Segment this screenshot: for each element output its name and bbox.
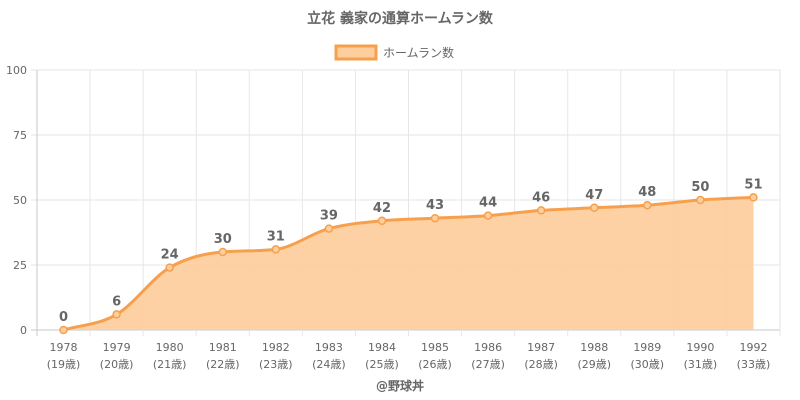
data-label: 47 <box>585 188 603 203</box>
y-axis: 0 25 50 75 100 <box>6 64 27 337</box>
x-tick-age-label: (24歳) <box>312 358 346 371</box>
x-tick-label: 1984 <box>368 341 396 354</box>
legend-label: ホームラン数 <box>383 45 454 60</box>
x-tick-label: 1981 <box>209 341 237 354</box>
data-point <box>271 245 281 254</box>
x-tick-label: 1986 <box>474 341 502 354</box>
x-tick-label: 1985 <box>421 341 449 354</box>
data-label: 51 <box>744 177 762 192</box>
data-point <box>165 263 174 272</box>
data-point <box>749 193 758 202</box>
x-tick-age-label: (25歳) <box>365 358 399 371</box>
x-tick-label: 1983 <box>315 341 343 354</box>
x-tick-age-label: (20歳) <box>100 358 134 371</box>
x-tick-age-label: (23歳) <box>259 358 293 371</box>
data-point <box>59 325 68 335</box>
data-point <box>643 200 652 210</box>
x-tick-age-label: (28歳) <box>524 358 558 371</box>
x-tick-label: 1982 <box>262 341 290 354</box>
data-point <box>324 224 334 233</box>
y-tick-label: 50 <box>13 194 27 207</box>
y-tick-label: 75 <box>13 129 27 142</box>
data-point <box>696 195 705 205</box>
data-points <box>59 193 758 335</box>
data-label: 30 <box>214 232 232 247</box>
data-point <box>483 211 493 220</box>
data-label: 39 <box>320 209 338 224</box>
x-tick-age-label: (31歳) <box>684 358 718 371</box>
x-tick-age-label: (26歳) <box>418 358 452 371</box>
x-tick-age-label: (21歳) <box>153 358 187 371</box>
x-tick-label: 1992 <box>739 341 767 354</box>
x-tick-age-label: (33歳) <box>737 358 771 371</box>
data-label: 43 <box>426 198 444 213</box>
chart-title: 立花 義家の通算ホームラン数 <box>307 10 494 27</box>
x-tick-label: 1978 <box>50 341 78 354</box>
x-tick-age-label: (29歳) <box>577 358 611 371</box>
legend-swatch <box>334 44 378 61</box>
x-tick-label: 1990 <box>686 341 714 354</box>
data-point <box>590 203 599 213</box>
data-label: 46 <box>532 190 550 205</box>
credit: @野球丼 <box>376 378 424 393</box>
x-tick-label: 1980 <box>156 341 184 354</box>
x-tick-age-label: (19歳) <box>47 358 81 371</box>
y-tick-label: 25 <box>13 259 27 272</box>
data-label: 6 <box>112 294 121 309</box>
y-tick-label: 0 <box>20 324 27 337</box>
x-tick-age-label: (22歳) <box>206 358 240 371</box>
data-point <box>377 216 387 226</box>
x-tick-age-label: (27歳) <box>471 358 505 371</box>
data-label: 50 <box>691 180 709 195</box>
data-label: 42 <box>373 201 391 216</box>
x-tick-label: 1989 <box>633 341 661 354</box>
y-tick-label: 100 <box>6 64 27 77</box>
data-point <box>218 247 227 257</box>
data-labels: 0 6 24 30 31 39 42 43 44 46 47 48 50 51 <box>59 177 762 325</box>
data-label: 48 <box>638 185 656 200</box>
data-label: 24 <box>161 248 179 263</box>
data-label: 31 <box>267 229 285 244</box>
data-point <box>536 206 546 215</box>
legend[interactable]: ホームラン数 <box>334 44 454 61</box>
series-area <box>63 197 754 330</box>
data-point <box>430 213 440 223</box>
data-point <box>112 310 121 319</box>
x-tick-age-label: (30歳) <box>631 358 665 371</box>
data-label: 44 <box>479 196 497 211</box>
x-tick-label: 1987 <box>527 341 555 354</box>
data-label: 0 <box>59 310 68 325</box>
x-tick-label: 1979 <box>103 341 131 354</box>
x-axis: 1978 (19歳) 1979 (20歳) 1980 (21歳) 1981 (22歳) 1982… <box>47 341 771 371</box>
x-tick-label: 1988 <box>580 341 608 354</box>
